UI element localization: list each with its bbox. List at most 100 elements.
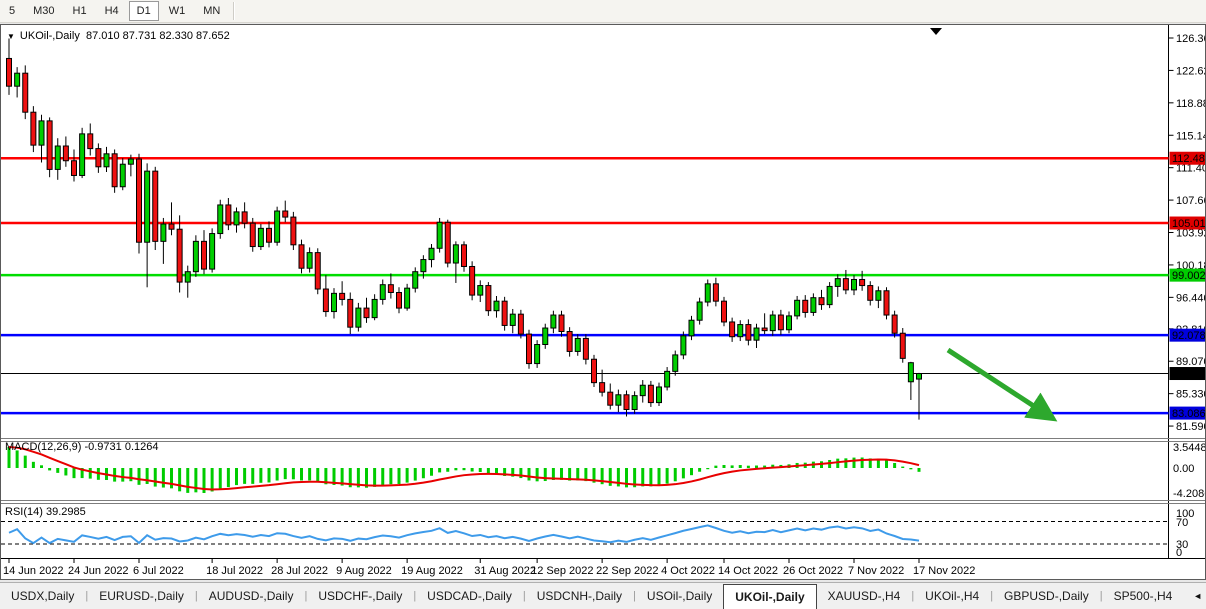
candle-body	[274, 210, 281, 243]
candle-body	[542, 327, 549, 346]
candle-body	[802, 299, 809, 313]
candle-body	[647, 384, 654, 404]
tab-separator: |	[85, 590, 89, 602]
timeframe-button-5[interactable]: 5	[9, 5, 16, 17]
candle-body	[656, 386, 662, 404]
chart-symbol-label: UKOil-,Daily	[19, 30, 80, 42]
candle-body	[192, 240, 199, 273]
rsi-axis-label: 30	[1176, 539, 1188, 551]
candle-body	[851, 278, 857, 291]
macd-axis[interactable]: 3.5448 0.00 -4.2086	[1173, 442, 1205, 500]
tab-scroll-left-icon[interactable]: ◄	[1193, 591, 1203, 601]
candle-body	[38, 120, 45, 146]
candle-body	[461, 244, 467, 267]
candle-body	[615, 394, 622, 406]
tab-usdcad-daily[interactable]: USDCAD-,Daily	[427, 589, 512, 603]
price-axis-tags: 112.488 105.015 99.002 92.078 83.086 87.652	[1169, 151, 1205, 420]
price-tag	[1169, 328, 1205, 342]
candle-body	[574, 337, 581, 352]
tab-ukoil-h4[interactable]: UKOil-,H4	[925, 589, 980, 603]
tab-separator: |	[911, 590, 915, 602]
rsi-line	[8, 524, 920, 545]
candle-body	[298, 244, 305, 269]
date-axis-label: 14 Oct 2022	[718, 565, 778, 577]
candle-body	[582, 337, 589, 360]
tab-usoil-daily[interactable]: USOil-,Daily	[646, 589, 713, 603]
date-axis-label: 28 Jul 2022	[271, 565, 328, 577]
candle-body	[891, 314, 898, 334]
candle-body	[761, 327, 768, 332]
candle-body	[111, 153, 118, 188]
candle-body	[501, 300, 508, 326]
tab-sp500-h4[interactable]: SP500-,H4	[1113, 589, 1173, 603]
date-axis-label: 6 Jul 2022	[133, 565, 184, 577]
candle-body	[566, 330, 573, 352]
tab-ukoil-daily[interactable]: UKOil-,Daily	[723, 584, 817, 609]
candle-body	[469, 265, 476, 296]
candle-body	[339, 292, 346, 300]
date-axis-label: 14 Jun 2022	[3, 565, 64, 577]
candle-body	[62, 145, 69, 162]
candle-body	[347, 298, 354, 328]
tab-eurusd-daily[interactable]: EURUSD-,Daily	[99, 589, 184, 603]
price-axis-label: 122.620	[1176, 65, 1205, 77]
price-tag	[1169, 151, 1205, 165]
candle-body	[144, 170, 151, 243]
tab-usdchf-daily[interactable]: USDCHF-,Daily	[318, 589, 403, 603]
price-tag	[1169, 216, 1205, 230]
candle-body	[209, 233, 216, 270]
candle-body	[371, 298, 378, 319]
candle-body	[168, 223, 175, 230]
chart-ohlc-values: 87.010 87.731 82.330 87.652	[85, 30, 230, 42]
macd-indicator-label: MACD(12,26,9) -0.9731 0.1264	[5, 441, 159, 453]
candle-body	[842, 278, 849, 291]
candle-body	[745, 324, 752, 341]
chart-dropdown-icon[interactable]: ▼	[7, 32, 15, 41]
tab-xauusd-h4[interactable]: XAUUSD-,H4	[827, 589, 901, 603]
candle-body	[916, 373, 922, 380]
chart-canvas[interactable]: 126.360 122.620 118.880 115.140 111.400 107.6…	[1, 25, 1205, 579]
candle-body	[631, 395, 638, 411]
date-axis-label: 31 Aug 2022	[474, 565, 536, 577]
timeframe-button-mn[interactable]: MN	[203, 5, 221, 17]
candle-body	[30, 111, 37, 146]
candle-body	[387, 284, 394, 293]
trend-arrow-annotation[interactable]	[946, 347, 1058, 422]
candle-body	[818, 297, 825, 306]
date-axis-label: 22 Sep 2022	[596, 565, 658, 577]
price-axis-label: 115.140	[1176, 130, 1205, 142]
candle-body	[282, 210, 289, 218]
timeframe-button-d1[interactable]: D1	[128, 1, 159, 21]
candle-body	[127, 158, 134, 165]
timeframe-button-h4[interactable]: H4	[104, 5, 119, 17]
timeframe-button-m30[interactable]: M30	[33, 5, 55, 17]
date-axis[interactable]: 14 Jun 2022 24 Jun 2022 6 Jul 2022 18 Jul 2…	[3, 558, 975, 578]
price-axis-label: 89.070	[1176, 356, 1205, 368]
timeframe-button-h1[interactable]: H1	[72, 5, 87, 17]
candle-body	[599, 382, 606, 393]
tab-audusd-daily[interactable]: AUDUSD-,Daily	[208, 589, 294, 603]
candle-body	[257, 227, 264, 248]
candle-body	[404, 287, 411, 309]
price-axis[interactable]: 126.360 122.620 118.880 115.140 111.400 107.6…	[1168, 33, 1206, 433]
chart-frame	[1, 25, 1205, 559]
candle-body	[355, 307, 362, 328]
timeframe-button-w1[interactable]: W1	[168, 5, 186, 17]
price-tag-label: 99.002	[1172, 270, 1205, 282]
chart-shift-marker[interactable]	[930, 28, 942, 35]
candle-body	[485, 285, 492, 312]
candle-body	[680, 335, 687, 356]
candle-body	[786, 315, 792, 331]
candle-body	[899, 332, 906, 359]
candle-body	[420, 259, 427, 273]
candle-body	[444, 221, 451, 264]
tab-separator: |	[522, 590, 526, 602]
tab-usdcnh-daily[interactable]: USDCNH-,Daily	[536, 589, 623, 603]
tab-gbpusd-daily[interactable]: GBPUSD-,Daily	[1004, 589, 1089, 603]
candle-body	[363, 307, 370, 319]
tab-usdx-daily[interactable]: USDX,Daily	[11, 589, 75, 603]
price-tag	[1169, 268, 1205, 282]
price-tag	[1169, 406, 1205, 420]
candle-body	[54, 145, 61, 170]
